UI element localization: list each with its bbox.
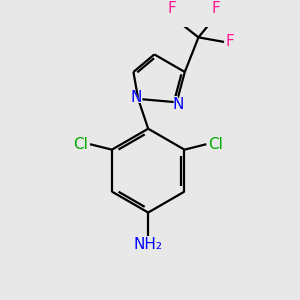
Text: Cl: Cl xyxy=(208,135,227,153)
Text: F: F xyxy=(210,0,222,16)
Text: Cl: Cl xyxy=(73,137,88,152)
Text: F: F xyxy=(166,0,178,16)
Text: NH₂: NH₂ xyxy=(134,237,163,252)
Text: Cl: Cl xyxy=(69,135,88,153)
Text: N: N xyxy=(173,97,184,112)
Text: F: F xyxy=(168,2,176,16)
Text: F: F xyxy=(226,34,235,50)
Text: F: F xyxy=(212,2,220,16)
Text: Cl: Cl xyxy=(208,137,223,152)
Text: N: N xyxy=(131,91,142,106)
Text: F: F xyxy=(226,33,238,51)
Text: N: N xyxy=(129,89,144,107)
Text: NH₂: NH₂ xyxy=(129,237,167,255)
Text: N: N xyxy=(171,95,186,113)
